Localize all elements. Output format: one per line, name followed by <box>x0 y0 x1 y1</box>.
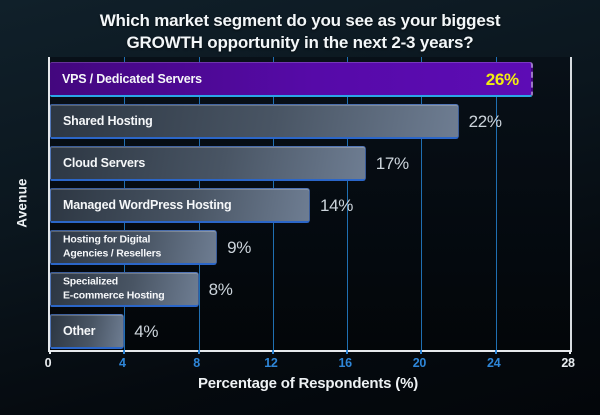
gridline <box>421 57 423 350</box>
bar-row: Other 4% <box>50 314 570 349</box>
x-tick-label: 4 <box>118 356 126 370</box>
bar-row: Shared Hosting 22% <box>50 104 570 139</box>
plot-area: VPS / Dedicated Servers 26% Shared Hosti… <box>48 57 572 354</box>
y-axis-title: Avenue <box>14 178 30 228</box>
bar-hosting-digital-agencies-resellers: Hosting for Digital Agencies / Resellers <box>50 230 218 265</box>
bar-row: VPS / Dedicated Servers 26% <box>50 62 570 97</box>
x-tickmark <box>420 350 423 354</box>
bar-vps-dedicated-servers: VPS / Dedicated Servers <box>50 62 533 97</box>
x-axis-ticks: 0 4 8 12 16 20 24 28 <box>44 356 575 372</box>
x-tickmark <box>123 350 126 354</box>
x-tickmark <box>346 350 349 354</box>
x-tickmark <box>197 350 200 354</box>
bar-value: 4% <box>134 321 159 341</box>
bar-label: Hosting for Digital Agencies / Resellers <box>63 233 162 259</box>
bar-value: 22% <box>468 111 502 131</box>
x-tick-label: 8 <box>193 356 200 370</box>
x-tick-label: 28 <box>561 356 575 370</box>
x-tick-label: 24 <box>487 356 501 370</box>
bar-value: 26% <box>485 69 519 89</box>
x-tickmark <box>271 350 274 354</box>
bar-label: Other <box>63 323 96 338</box>
x-tickmark <box>569 350 571 354</box>
bar-row: Specialized E-commerce Hosting 8% <box>50 272 570 307</box>
bar-value: 14% <box>320 195 354 215</box>
bar-label: VPS / Dedicated Servers <box>62 71 202 86</box>
x-axis-title: Percentage of Respondents (%) <box>197 375 419 392</box>
bar-label: Managed WordPress Hosting <box>63 197 232 212</box>
bar-row: Hosting for Digital Agencies / Resellers… <box>50 230 570 265</box>
bar-value: 17% <box>375 153 409 173</box>
bar-row: Managed WordPress Hosting 14% <box>50 188 570 223</box>
x-tickmark <box>494 350 497 354</box>
bar-label: Cloud Servers <box>63 155 146 170</box>
bar-other: Other <box>50 314 125 349</box>
bar-label: Specialized E-commerce Hosting <box>63 275 165 301</box>
gridline <box>347 57 349 350</box>
bar-managed-wordpress-hosting: Managed WordPress Hosting <box>50 188 310 223</box>
bar-specialized-ecommerce-hosting: Specialized E-commerce Hosting <box>50 272 199 307</box>
x-tick-label: 12 <box>264 356 278 370</box>
bar-row: Cloud Servers 17% <box>50 146 570 181</box>
gridline <box>495 57 497 350</box>
bar-label: Shared Hosting <box>63 113 153 128</box>
x-tick-label: 0 <box>44 356 52 370</box>
chart-title: Which market segment do you see as your … <box>99 11 501 52</box>
x-tick-label: 20 <box>412 356 427 370</box>
bar-cloud-servers: Cloud Servers <box>50 146 366 181</box>
x-tickmark <box>49 350 51 354</box>
bar-value: 8% <box>208 279 233 299</box>
bar-value: 9% <box>227 237 252 257</box>
x-tick-label: 16 <box>338 356 352 370</box>
bar-shared-hosting: Shared Hosting <box>50 104 459 139</box>
